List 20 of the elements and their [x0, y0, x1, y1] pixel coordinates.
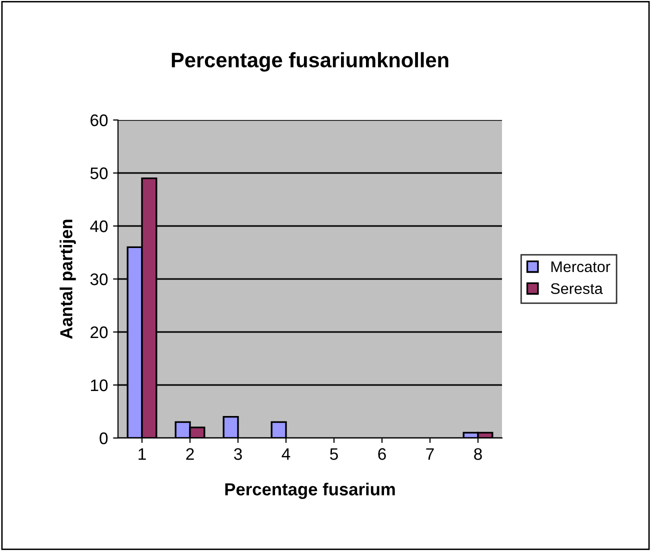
- y-tick-label: 30: [90, 273, 108, 286]
- y-tick-label: 10: [91, 379, 108, 392]
- x-tick-label: 4: [282, 448, 290, 460]
- legend-label: Seresta: [550, 283, 603, 294]
- y-tick-label: 20: [90, 326, 108, 338]
- x-tick-label: 5: [330, 448, 338, 460]
- x-tick-label: 2: [186, 448, 194, 460]
- y-axis-title: Aantal partijen: [60, 220, 76, 339]
- x-tick-label: 6: [378, 448, 386, 460]
- x-tick-label: 3: [234, 448, 242, 460]
- x-axis-title: Percentage fusarium: [225, 482, 395, 499]
- chart-title: Percentage fusariumknollen: [172, 52, 448, 72]
- legend-label: Mercator: [551, 262, 610, 272]
- y-tick-label: 40: [90, 220, 108, 232]
- x-tick-label: 1: [138, 448, 146, 460]
- x-tick-label: 8: [474, 448, 482, 460]
- y-tick-label: 50: [90, 167, 108, 180]
- y-tick-label: 0: [100, 432, 108, 444]
- x-tick-label: 7: [426, 448, 434, 460]
- y-tick-label: 60: [90, 114, 108, 126]
